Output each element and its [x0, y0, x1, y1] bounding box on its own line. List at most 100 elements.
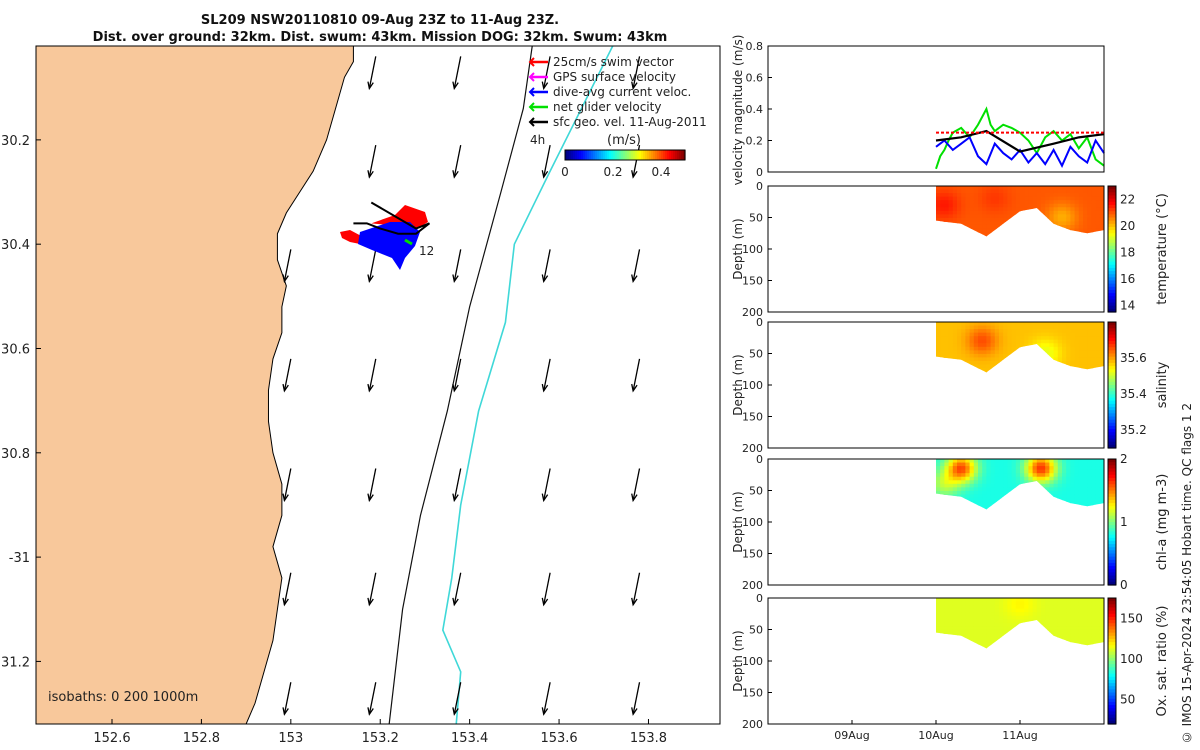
depth-tick-label: 150 — [742, 548, 763, 561]
geo-velocity-arrow — [452, 144, 462, 179]
geo-velocity-arrow — [367, 682, 377, 716]
velocity-ytick-label: 0.2 — [746, 135, 764, 148]
section-fill — [936, 459, 1104, 510]
depth-tick-label: 0 — [756, 180, 763, 193]
geo-velocity-arrow — [631, 468, 641, 503]
geo-velocity-arrow — [631, 572, 641, 607]
geo-velocity-arrow — [452, 468, 462, 503]
colorbar-tick-label: 0 — [561, 165, 569, 179]
geo-velocity-arrow — [631, 682, 641, 716]
map-colorbar: (m/s) 0 0.2 0.4 — [561, 133, 686, 179]
geo-velocity-arrow — [367, 468, 377, 503]
depth-tick-label: 200 — [742, 442, 763, 455]
colorbar-frame — [564, 149, 686, 161]
depth-axis-label: Depth (m) — [731, 218, 745, 279]
colorbar-label: Ox. sat. ratio (%) — [1155, 606, 1170, 717]
depth-tick-label: 150 — [742, 687, 763, 700]
isobath-label: isobaths: 0 200 1000m — [48, 690, 198, 705]
map-xtick-label: 152.8 — [183, 731, 220, 746]
dive-avg-cluster — [358, 222, 420, 270]
time-tick-label: 11Aug — [1002, 729, 1037, 742]
net-glider-segment — [404, 238, 413, 246]
track-line — [353, 201, 431, 235]
depth-tick-label: 0 — [756, 592, 763, 605]
colorbar-label: temperature (°C) — [1155, 193, 1170, 305]
map-frame — [35, 45, 721, 725]
panel-colorbar: 0 1 2 chl-a (mg m-3) — [1107, 452, 1170, 592]
geo-velocity-arrow — [282, 358, 292, 393]
depth-axis-label: Depth (m) — [731, 491, 745, 552]
legend-arrowhead — [528, 102, 535, 112]
geo-velocity-arrow — [367, 358, 377, 393]
geo-velocity-arrow — [367, 56, 377, 91]
legend-label: sfc geo. vel. 11-Aug-2011 — [553, 115, 707, 129]
time-tick-label: 09Aug — [834, 729, 869, 742]
geo-velocity-arrow — [452, 56, 462, 91]
panel-colorbar: 14 16 18 20 22 temperature (°C) — [1107, 185, 1170, 313]
depth-tick-label: 150 — [742, 275, 763, 288]
figure-title: SL209 NSW20110810 09-Aug 23Z to 11-Aug 2… — [0, 12, 760, 46]
colorbar-tick-label: 35.6 — [1120, 351, 1147, 365]
colorbar-tick-label: 0.2 — [603, 165, 622, 179]
section-fill — [936, 322, 1104, 373]
colorbar-frame — [1107, 185, 1117, 313]
depth-axis-label: Depth (m) — [731, 630, 745, 691]
velocity-frame — [767, 45, 1105, 173]
colorbar-tick-label: 18 — [1120, 245, 1135, 259]
geo-velocity-arrow — [452, 249, 462, 284]
section-fill — [936, 186, 1104, 237]
geo-velocity-arrow — [541, 249, 551, 284]
map-xtick-label: 153.4 — [451, 731, 488, 746]
velocity-series-2 — [935, 129, 1105, 153]
depth-tick-label: 100 — [742, 516, 763, 529]
map-plot-area — [36, 46, 641, 724]
velocity-ytick-label: 0 — [756, 166, 763, 179]
isobath-200m — [388, 46, 533, 724]
colorbar-tick-label: 150 — [1120, 611, 1143, 625]
title-line-1: SL209 NSW20110810 09-Aug 23Z to 11-Aug 2… — [200, 13, 560, 28]
panel-colorbar: 35.2 35.4 35.6 salinity — [1107, 321, 1170, 449]
depth-tick-label: 0 — [756, 316, 763, 329]
velocity-series-0 — [935, 106, 1105, 170]
colorbar-label: (m/s) — [607, 133, 641, 148]
geo-velocity-arrow — [282, 572, 292, 607]
section-fill — [936, 598, 1104, 649]
map-xtick-label: 153.8 — [630, 731, 667, 746]
legend-arrowhead — [528, 117, 535, 127]
temperature-panel: 0 50 100 150 200 Depth (m) 14 16 18 20 22 temperatu… — [731, 180, 1170, 319]
colorbar-label: salinity — [1155, 361, 1170, 408]
depth-tick-label: 100 — [742, 243, 763, 256]
colorbar-tick-label: 22 — [1120, 192, 1135, 206]
geo-velocity-arrow — [541, 144, 551, 179]
map-ytick-label: 30.6 — [1, 342, 30, 357]
isobath-1000m — [441, 46, 614, 724]
colorbar-frame — [1107, 597, 1117, 725]
map-ytick-label: 30.4 — [1, 238, 30, 253]
velocity-ylabel: velocity magnitude (m/s) — [731, 35, 745, 186]
colorbar-tick-label: 1 — [1120, 515, 1128, 529]
map-axes: 12 4h 152.6 152.8 153 153.2 153.4 153.6 153.8 30.… — [1, 45, 721, 746]
legend-label: net glider velocity — [553, 100, 661, 114]
colorbar-frame — [1107, 458, 1117, 586]
map-xtick-label: 153 — [278, 731, 303, 746]
geo-velocity-arrow — [631, 358, 641, 393]
velocity-ytick-label: 0.6 — [746, 72, 764, 85]
depth-tick-label: 100 — [742, 379, 763, 392]
map-ytick-label: 31.2 — [1, 655, 30, 670]
map-ytick-label: 30.2 — [1, 134, 30, 149]
map-xtick-label: 153.6 — [540, 731, 577, 746]
colorbar-tick-label: 0 — [1120, 578, 1128, 592]
colorbar-tick-label: 50 — [1120, 693, 1135, 707]
velocity-series-1 — [935, 135, 1105, 168]
velocity-ytick-label: 0.8 — [746, 40, 764, 53]
geo-velocity-arrow — [541, 56, 551, 91]
legend-arrowhead — [528, 72, 535, 82]
colorbar-tick-label: 14 — [1120, 298, 1135, 312]
depth-tick-label: 200 — [742, 718, 763, 731]
map-ytick-label: -31 — [9, 551, 30, 566]
colorbar-tick-label: 20 — [1120, 219, 1135, 233]
depth-tick-label: 50 — [749, 624, 763, 637]
